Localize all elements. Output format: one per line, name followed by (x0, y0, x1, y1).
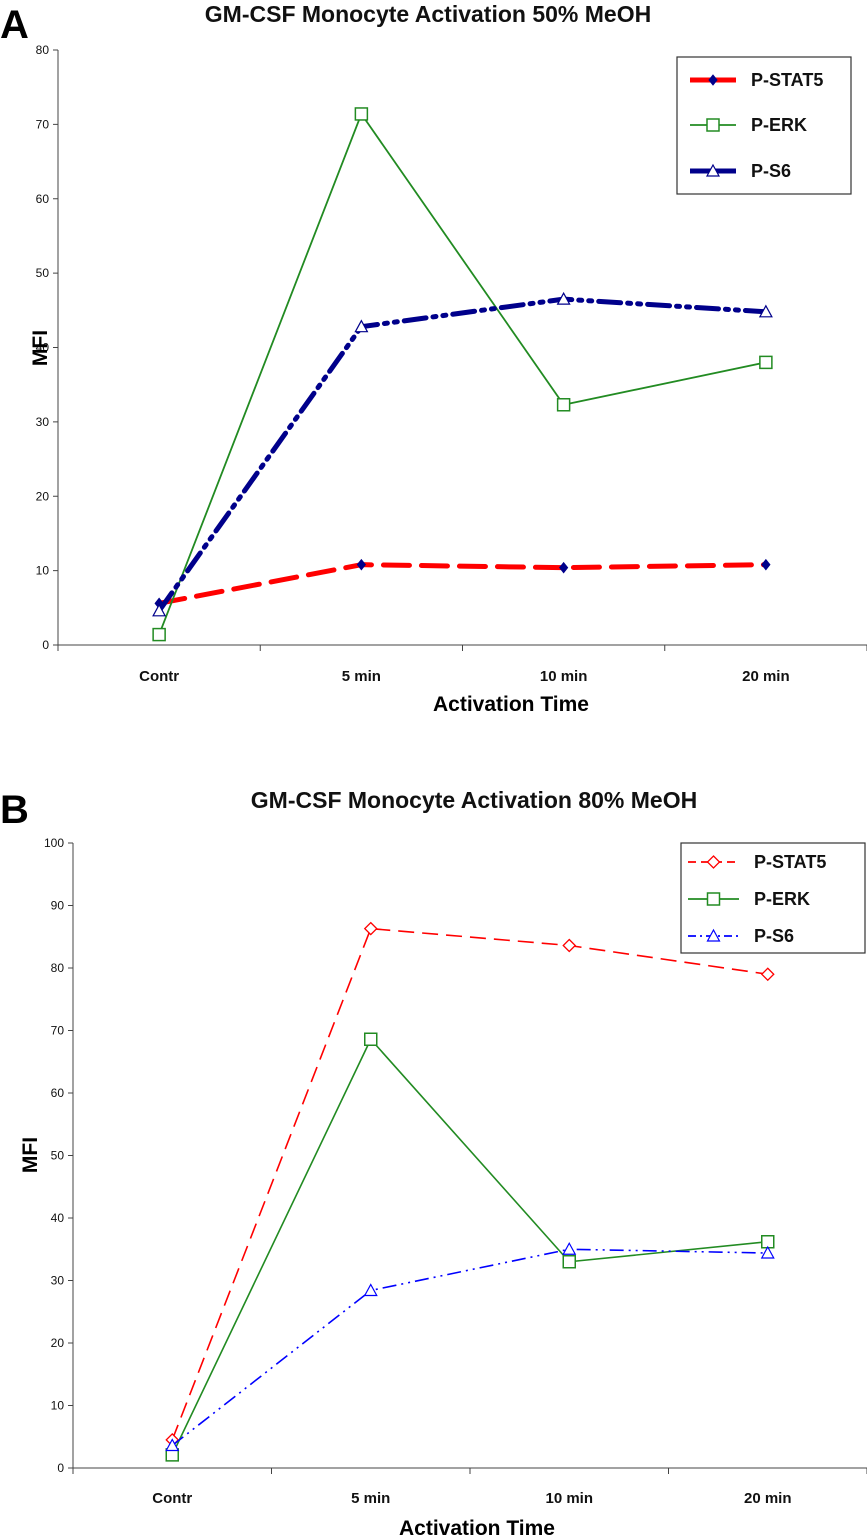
legend-marker (708, 74, 718, 86)
legend-marker (705, 163, 721, 177)
y-tick-label: 30 (51, 1274, 65, 1288)
series-line (171, 1248, 768, 1447)
legend-item-p-s6: P-S6 (690, 161, 791, 181)
data-point (759, 355, 773, 370)
legend-label: P-S6 (754, 926, 794, 946)
data-point (152, 627, 166, 642)
y-tick-label: 0 (42, 638, 49, 652)
data-point (562, 1241, 577, 1255)
data-point (758, 304, 773, 318)
data-point (364, 1032, 378, 1046)
series-line (156, 562, 769, 606)
chart-panel-a: A GM-CSF Monocyte Activation 50% MeOH 0 10 2… (0, 1, 867, 716)
y-tick-label: 20 (36, 489, 50, 503)
series-line (171, 927, 768, 1441)
x-axis-label: Activation Time (433, 693, 589, 716)
legend-label: P-ERK (751, 115, 807, 135)
x-category-label: Contr (152, 1490, 192, 1507)
x-category-label: 20 min (744, 1490, 792, 1507)
legend-marker (706, 928, 721, 942)
panel-letter: A (0, 3, 29, 47)
data-point (356, 558, 367, 571)
data-point (760, 1245, 775, 1259)
series-line (171, 1038, 768, 1456)
data-point (354, 319, 369, 333)
data-point (562, 938, 577, 953)
legend-item-p-stat5: P-STAT5 (690, 70, 823, 90)
series-p-stat5 (165, 921, 775, 1447)
data-point (558, 561, 569, 574)
y-tick-label: 80 (36, 43, 50, 57)
data-point (761, 558, 771, 571)
y-tick-label: 90 (51, 899, 65, 913)
legend-marker (706, 892, 721, 906)
y-tick-label: 20 (51, 1336, 65, 1350)
legend-label: P-STAT5 (751, 70, 823, 90)
y-tick-label: 10 (51, 1399, 65, 1413)
chart-panel-b: B GM-CSF Monocyte Activation 80% MeOH 0 10 2… (0, 787, 867, 1540)
data-point (152, 603, 167, 617)
y-tick-label: 80 (51, 961, 65, 975)
series-p-erk (152, 107, 773, 642)
legend-label: P-S6 (751, 161, 791, 181)
y-tick-label: 100 (44, 836, 64, 850)
series-p-erk (165, 1032, 775, 1462)
legend-item-p-erk: P-ERK (690, 115, 807, 135)
panel-letter: B (0, 788, 29, 832)
chart-title: GM-CSF Monocyte Activation 80% MeOH (251, 787, 697, 813)
legend-item-p-s6: P-S6 (688, 926, 794, 946)
x-axis-label: Activation Time (399, 1517, 555, 1540)
x-category-label: 10 min (545, 1490, 593, 1507)
y-tick-label: 10 (36, 564, 50, 578)
data-point (562, 1255, 576, 1269)
series-line (156, 296, 769, 614)
legend: P-STAT5 P-ERK P-S6 (680, 842, 866, 954)
series-p-s6 (152, 291, 773, 617)
data-point (363, 921, 378, 936)
y-tick-label: 60 (36, 192, 50, 206)
x-category-label: Contr (139, 668, 179, 685)
y-tick-label: 70 (51, 1024, 65, 1038)
x-category-label: 5 min (351, 1490, 390, 1507)
data-point (556, 398, 571, 412)
x-category-label: 20 min (742, 668, 790, 685)
y-tick-label: 0 (57, 1461, 64, 1475)
data-point (556, 291, 571, 305)
y-axis-label: MFI (19, 1137, 42, 1173)
data-point (165, 1438, 180, 1452)
legend-marker (706, 118, 720, 132)
data-point (354, 107, 369, 121)
y-axis-label: MFI (29, 330, 52, 366)
series-p-stat5 (154, 558, 771, 610)
y-tick-label: 70 (36, 117, 50, 131)
legend: P-STAT5 P-ERK P-S6 (676, 56, 852, 195)
y-tick-label: 40 (36, 341, 50, 355)
x-category-label: 5 min (342, 668, 381, 685)
legend-label: P-STAT5 (754, 852, 826, 872)
legend-item-p-erk: P-ERK (688, 889, 810, 909)
legend-marker (706, 855, 721, 869)
y-tick-label: 50 (51, 1149, 65, 1163)
data-point (363, 1283, 378, 1297)
series-line (158, 113, 767, 635)
y-tick-label: 40 (51, 1211, 65, 1225)
x-category-label: 10 min (540, 668, 588, 685)
y-tick-label: 60 (51, 1086, 65, 1100)
y-tick-label: 30 (36, 415, 50, 429)
legend-item-p-stat5: P-STAT5 (688, 852, 826, 872)
chart-title: GM-CSF Monocyte Activation 50% MeOH (205, 1, 651, 27)
data-point (760, 967, 775, 982)
series-p-s6 (165, 1241, 775, 1452)
y-tick-label: 50 (36, 266, 50, 280)
legend-label: P-ERK (754, 889, 810, 909)
